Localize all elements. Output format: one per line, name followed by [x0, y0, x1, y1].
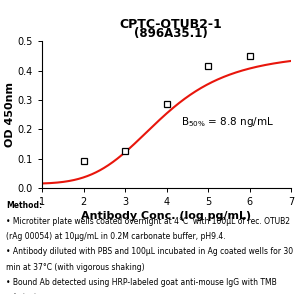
Text: • Antibody diluted with PBS and 100μL incubated in Ag coated wells for 30: • Antibody diluted with PBS and 100μL in…: [6, 247, 293, 256]
Text: (rAg 00054) at 10μg/mL in 0.2M carbonate buffer, pH9.4.: (rAg 00054) at 10μg/mL in 0.2M carbonate…: [6, 232, 226, 241]
Text: Method:: Method:: [6, 201, 42, 211]
Text: • Microtiter plate wells coated overnight at 4°C  with 100μL of rec. OTUB2: • Microtiter plate wells coated overnigh…: [6, 217, 290, 226]
Text: substrate.: substrate.: [6, 293, 45, 294]
Text: min at 37°C (with vigorous shaking): min at 37°C (with vigorous shaking): [6, 263, 145, 272]
Text: B$_{50\%}$ = 8.8 ng/mL: B$_{50\%}$ = 8.8 ng/mL: [181, 115, 274, 129]
Text: • Bound Ab detected using HRP-labeled goat anti-mouse IgG with TMB: • Bound Ab detected using HRP-labeled go…: [6, 278, 277, 287]
Text: CPTC-OTUB2-1: CPTC-OTUB2-1: [120, 18, 222, 31]
Text: (896A35.1): (896A35.1): [134, 27, 208, 40]
Y-axis label: OD 450nm: OD 450nm: [5, 82, 15, 147]
X-axis label: Antibody Conc. (log pg/mL): Antibody Conc. (log pg/mL): [81, 211, 252, 221]
